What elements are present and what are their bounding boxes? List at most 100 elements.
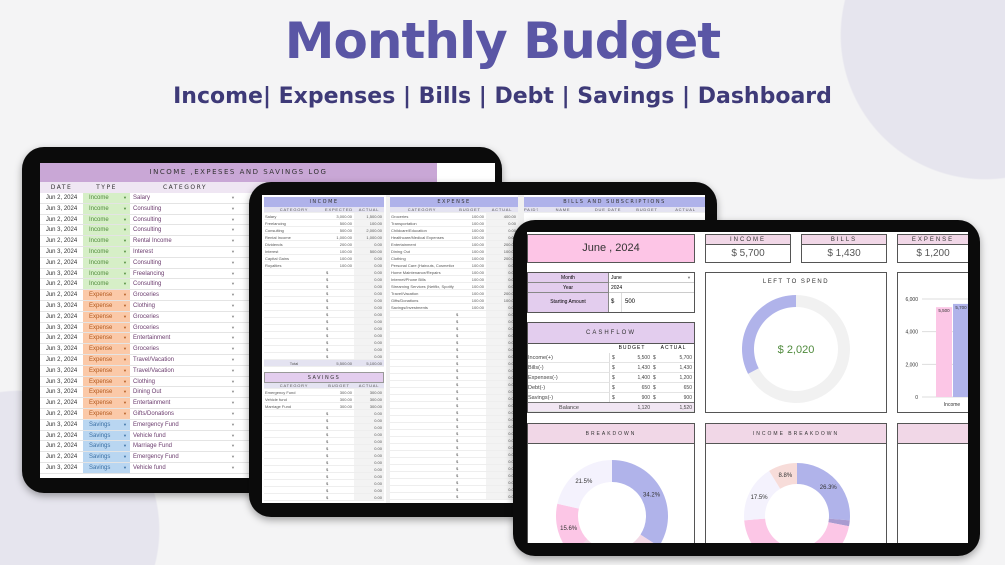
income_table-empty-category[interactable] [264,276,324,283]
expense_table-empty-budget[interactable]: $ [454,493,486,500]
expense_table-empty-actual[interactable]: 0.00 [486,381,518,388]
log-date-cell[interactable]: Jun 3, 2024 [40,463,83,474]
log-date-cell[interactable]: Jun 2, 2024 [40,215,83,226]
expense_table-empty-category[interactable] [390,381,454,388]
expense_table-empty-budget[interactable]: $ [454,486,486,493]
log-date-cell[interactable]: Jun 3, 2024 [40,247,83,258]
savings_table-empty-category[interactable] [264,431,324,438]
log-type-select[interactable]: Expense ▼ [83,301,130,312]
expense_table-row-actual[interactable]: 0.00 [486,269,518,276]
expense_table-empty-actual[interactable]: 0.00 [486,416,518,423]
income_table-row-category[interactable]: Freelancing [264,220,324,227]
expense_table-row-category[interactable]: Clothing [390,255,454,262]
savings_table-empty-budget[interactable]: $ [324,410,354,417]
savings_table-empty-category[interactable] [264,410,324,417]
savings_table-row-category[interactable]: Emergency Fund [264,389,324,396]
income_table-row-actual[interactable]: 1,500.00 [354,213,384,220]
log-date-cell[interactable]: Jun 2, 2024 [40,258,83,269]
expense_table-row-category[interactable]: Groceries [390,213,454,220]
savings_table-empty-category[interactable] [264,459,324,466]
expense_table-row-budget[interactable]: 100.00 [454,220,486,227]
expense_table-row-actual[interactable]: 0.00 [486,283,518,290]
log-date-cell[interactable]: Jun 3, 2024 [40,420,83,431]
expense_table-empty-category[interactable] [390,444,454,451]
savings_table-empty-category[interactable] [264,473,324,480]
expense_table-empty-budget[interactable]: $ [454,451,486,458]
log-date-cell[interactable]: Jun 3, 2024 [40,204,83,215]
savings_table-empty-actual[interactable]: 0.00 [354,438,384,445]
expense_table-row-budget[interactable]: 100.00 [454,290,486,297]
log-date-cell[interactable]: Jun 2, 2024 [40,193,83,204]
log-type-select[interactable]: Expense ▼ [83,311,130,323]
log-type-select[interactable]: Income ▼ [83,236,130,247]
expense_table-empty-actual[interactable]: 0.00 [486,493,518,500]
income_table-empty-category[interactable] [264,283,324,290]
expense_table-empty-category[interactable] [390,346,454,353]
expense_table-row-category[interactable]: Streaming Services (Netflix, Spotify) [390,284,454,290]
savings_table-empty-actual[interactable]: 0.00 [354,487,384,494]
income_table-row-budget[interactable]: 100.00 [324,262,354,269]
expense_table-empty-category[interactable] [390,339,454,346]
savings_table-empty-category[interactable] [264,452,324,459]
savings_table-row-category[interactable]: Vehicle fund [264,396,324,403]
log-type-select[interactable]: Expense ▼ [83,387,130,399]
log-date-cell[interactable]: Jun 2, 2024 [40,441,83,453]
expense_table-empty-budget[interactable]: $ [454,402,486,409]
log-category-select[interactable]: Rental Income ▼ [130,236,240,247]
expense_table-empty-actual[interactable]: 0.00 [486,367,518,374]
expense_table-empty-category[interactable] [390,360,454,367]
log-type-select[interactable]: Expense ▼ [83,344,130,355]
savings_table-empty-budget[interactable]: $ [324,466,354,473]
log-date-cell[interactable]: Jun 2, 2024 [40,290,83,301]
log-type-select[interactable]: Expense ▼ [83,398,130,409]
log-category-select[interactable]: Interest ▼ [130,247,240,258]
income_table-row-category[interactable]: Interest [264,248,324,255]
log-date-cell[interactable]: Jun 2, 2024 [40,452,83,463]
income_table-empty-category[interactable] [264,297,324,304]
income_table-empty-actual[interactable]: 0.00 [354,283,384,290]
expense_table-row-category[interactable]: Personal Care (Haircuts, Cosmetics) [390,263,454,269]
expense_table-row-actual[interactable]: 200.00 [486,255,518,262]
log-category-select[interactable]: Travel/Vacation ▼ [130,366,240,377]
expense_table-empty-actual[interactable]: 0.00 [486,451,518,458]
expense_table-row-category[interactable]: Healthcare/Medical Expenses [390,234,454,241]
log-type-select[interactable]: Income ▼ [83,268,130,280]
expense_table-empty-actual[interactable]: 0.00 [486,423,518,430]
expense_table-row-actual[interactable]: 0.00 [486,220,518,227]
expense_table-row-actual[interactable]: 200.00 [486,241,518,248]
savings_table-row-actual[interactable]: 300.00 [354,389,384,396]
log-type-select[interactable]: Savings ▼ [83,463,130,474]
income_table-empty-budget[interactable]: $ [324,318,354,325]
expense_table-empty-budget[interactable]: $ [454,360,486,367]
savings_table-empty-actual[interactable]: 0.00 [354,431,384,438]
expense_table-empty-category[interactable] [390,458,454,465]
income_table-row-actual[interactable]: 1,000.00 [354,234,384,241]
savings_table-empty-category[interactable] [264,480,324,487]
expense_table-empty-budget[interactable]: $ [454,423,486,430]
income_table-empty-budget[interactable]: $ [324,269,354,276]
savings_table-empty-category[interactable] [264,487,324,494]
expense_table-empty-actual[interactable]: 0.00 [486,458,518,465]
savings_table-empty-budget[interactable]: $ [324,494,354,501]
log-type-select[interactable]: Expense ▼ [83,333,130,345]
income_table-empty-category[interactable] [264,353,324,360]
expense_table-empty-budget[interactable]: $ [454,367,486,374]
income_table-empty-category[interactable] [264,346,324,353]
savings_table-empty-actual[interactable]: 0.00 [354,480,384,487]
log-date-cell[interactable]: Jun 3, 2024 [40,225,83,237]
income_table-empty-category[interactable] [264,339,324,346]
expense_table-row-category[interactable]: Home Maintenance/Repairs [390,269,454,276]
expense_table-empty-category[interactable] [390,493,454,500]
expense_table-row-actual[interactable]: 0.00 [486,276,518,283]
log-date-cell[interactable]: Jun 3, 2024 [40,377,83,388]
income_table-row-category[interactable]: Capital Gains [264,255,324,262]
log-date-cell[interactable]: Jun 2, 2024 [40,398,83,409]
expense_table-empty-actual[interactable]: 0.00 [486,479,518,486]
expense_table-row-budget[interactable]: 100.00 [454,248,486,255]
log-date-cell[interactable]: Jun 2, 2024 [40,355,83,366]
income_table-row-actual[interactable]: 0.00 [354,241,384,248]
expense_table-row-budget[interactable]: 100.00 [454,241,486,248]
expense_table-empty-budget[interactable]: $ [454,409,486,416]
income_table-empty-category[interactable] [264,332,324,339]
expense_table-row-budget[interactable]: 100.00 [454,262,486,269]
